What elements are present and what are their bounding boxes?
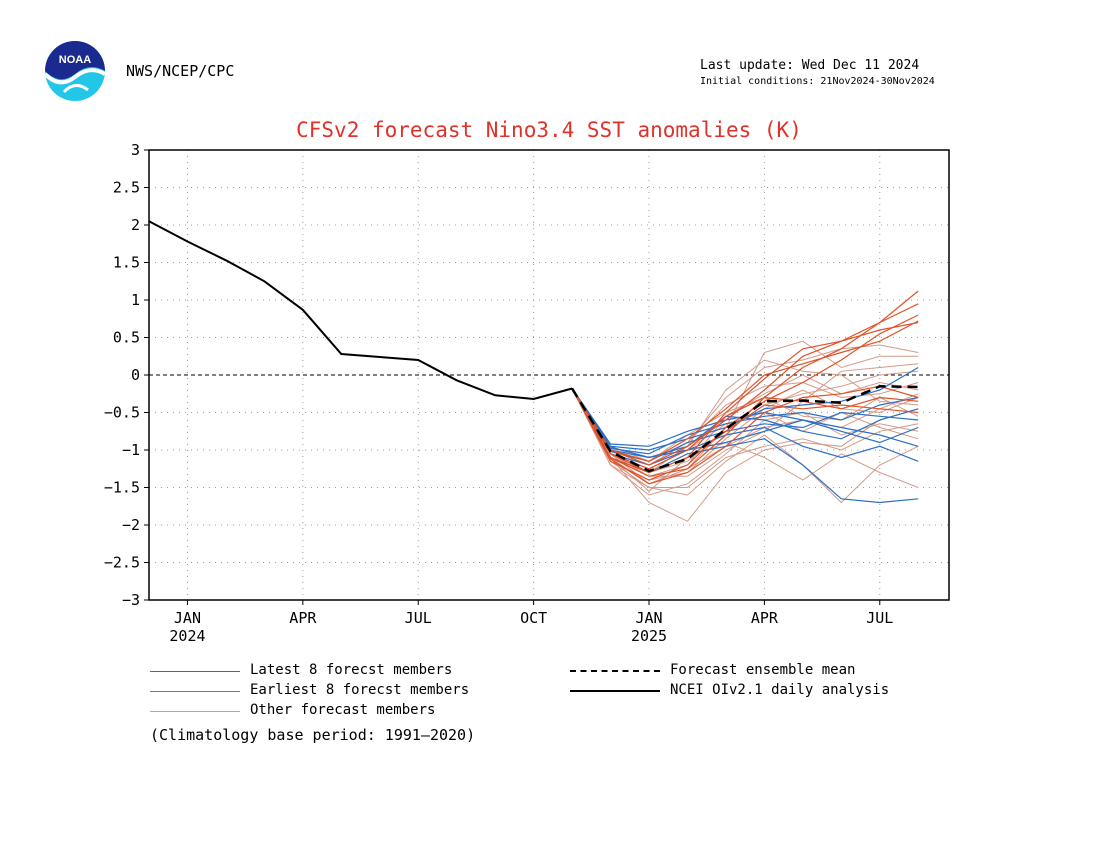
x-tick-label: APR <box>751 609 779 627</box>
y-tick-label: −0.5 <box>104 404 140 422</box>
svg-text:NOAA: NOAA <box>59 54 91 66</box>
agency-label: NWS/NCEP/CPC <box>126 62 235 80</box>
climatology-note: (Climatology base period: 1991—2020) <box>150 726 476 744</box>
forecast-member-line-other <box>571 340 919 485</box>
forecast-member-line-latest <box>571 388 919 466</box>
noaa-logo: NOAA <box>43 40 107 102</box>
forecast-member-line-latest <box>571 388 919 455</box>
y-tick-label: −1.5 <box>104 479 140 497</box>
legend-label-analysis: NCEI OIv2.1 daily analysis <box>670 682 890 698</box>
legend-swatch-mean <box>570 670 660 672</box>
y-tick-label: 3 <box>131 141 140 159</box>
y-tick-label: 2 <box>131 216 140 234</box>
y-tick-label: 0 <box>131 366 140 384</box>
legend-swatch-earliest <box>150 691 240 692</box>
y-tick-label: 1 <box>131 291 140 309</box>
x-tick-label: JAN <box>174 609 201 627</box>
forecast-member-line-other <box>571 388 919 492</box>
legend-label-mean: Forecast ensemble mean <box>670 662 856 678</box>
legend-label-latest: Latest 8 forecst members <box>250 662 453 678</box>
x-tick-label: JAN <box>635 609 662 627</box>
forecast-member-line-earliest <box>571 385 919 485</box>
forecast-member-line-earliest <box>571 320 919 462</box>
y-tick-label: 0.5 <box>113 329 140 347</box>
forecast-member-line-latest <box>571 388 919 459</box>
plot-frame <box>148 149 950 601</box>
forecast-member-line-earliest <box>571 290 919 474</box>
x-tick-label: APR <box>289 609 317 627</box>
y-tick-label: 1.5 <box>113 254 140 272</box>
x-tick-label: JUL <box>866 609 893 627</box>
y-tick-label: −3 <box>122 591 140 609</box>
forecast-member-line-latest <box>571 388 919 462</box>
x-year-label: 2024 <box>169 627 205 645</box>
ensemble-mean-line <box>571 385 919 473</box>
y-tick-label: −2.5 <box>104 554 140 572</box>
forecast-member-line-earliest <box>571 388 919 474</box>
forecast-member-line-earliest <box>571 388 919 470</box>
x-tick-label: JUL <box>405 609 432 627</box>
legend-label-other: Other forecast members <box>250 702 436 718</box>
initial-conditions-label: Initial conditions: 21Nov2024-30Nov2024 <box>700 76 935 87</box>
x-year-label: 2025 <box>631 627 667 645</box>
legend-swatch-latest <box>150 671 240 672</box>
legend-label-earliest: Earliest 8 forecst members <box>250 682 470 698</box>
analysis-line <box>148 220 573 401</box>
legend-swatch-other <box>150 711 240 712</box>
legend-swatch-analysis <box>570 690 660 692</box>
last-update-label: Last update: Wed Dec 11 2024 <box>700 58 920 73</box>
y-tick-label: −2 <box>122 516 140 534</box>
forecast-member-line-earliest <box>571 321 919 466</box>
y-tick-label: 2.5 <box>113 179 140 197</box>
x-tick-label: OCT <box>520 609 547 627</box>
forecast-member-line-other <box>571 388 919 488</box>
y-tick-label: −1 <box>122 441 140 459</box>
chart-title: CFSv2 forecast Nino3.4 SST anomalies (K) <box>296 118 802 142</box>
